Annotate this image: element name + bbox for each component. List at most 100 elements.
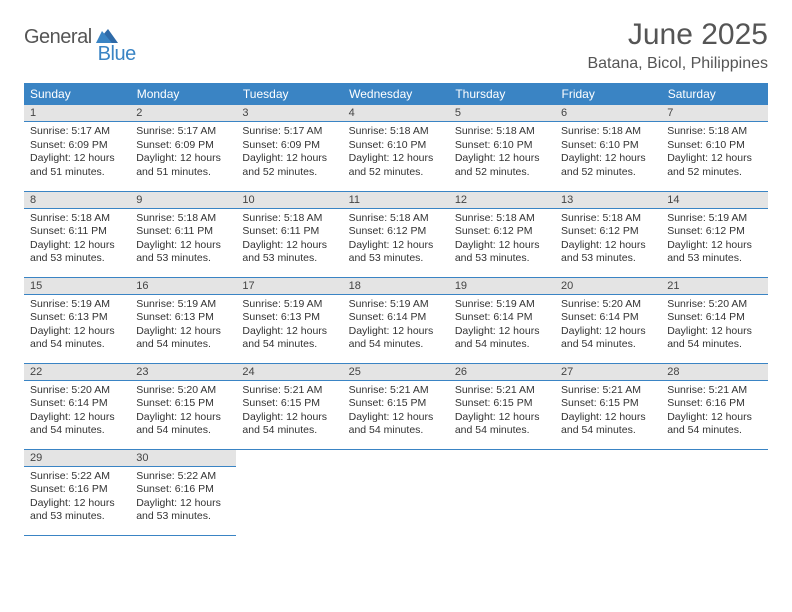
daylight-line: Daylight: 12 hours and 53 minutes. <box>136 239 230 266</box>
day-details: Sunrise: 5:17 AMSunset: 6:09 PMDaylight:… <box>24 122 130 185</box>
calendar-cell: 3Sunrise: 5:17 AMSunset: 6:09 PMDaylight… <box>236 105 342 191</box>
daylight-line: Daylight: 12 hours and 54 minutes. <box>242 325 336 352</box>
day-number: 13 <box>555 192 661 209</box>
day-details: Sunrise: 5:21 AMSunset: 6:15 PMDaylight:… <box>555 381 661 444</box>
day-details: Sunrise: 5:19 AMSunset: 6:12 PMDaylight:… <box>661 209 767 272</box>
day-details: Sunrise: 5:19 AMSunset: 6:13 PMDaylight:… <box>236 295 342 358</box>
day-details: Sunrise: 5:19 AMSunset: 6:14 PMDaylight:… <box>343 295 449 358</box>
calendar-cell <box>555 449 661 535</box>
day-details: Sunrise: 5:17 AMSunset: 6:09 PMDaylight:… <box>236 122 342 185</box>
calendar-cell: 10Sunrise: 5:18 AMSunset: 6:11 PMDayligh… <box>236 191 342 277</box>
sunrise-line: Sunrise: 5:21 AM <box>349 384 443 398</box>
daylight-line: Daylight: 12 hours and 54 minutes. <box>455 325 549 352</box>
calendar-cell: 20Sunrise: 5:20 AMSunset: 6:14 PMDayligh… <box>555 277 661 363</box>
sunrise-line: Sunrise: 5:21 AM <box>561 384 655 398</box>
day-number: 1 <box>24 105 130 122</box>
sunset-line: Sunset: 6:09 PM <box>136 139 230 153</box>
sunset-line: Sunset: 6:12 PM <box>455 225 549 239</box>
calendar-row: 22Sunrise: 5:20 AMSunset: 6:14 PMDayligh… <box>24 363 768 449</box>
calendar-body: 1Sunrise: 5:17 AMSunset: 6:09 PMDaylight… <box>24 105 768 535</box>
day-details: Sunrise: 5:20 AMSunset: 6:14 PMDaylight:… <box>661 295 767 358</box>
sunset-line: Sunset: 6:15 PM <box>349 397 443 411</box>
sunset-line: Sunset: 6:09 PM <box>242 139 336 153</box>
calendar-row: 1Sunrise: 5:17 AMSunset: 6:09 PMDaylight… <box>24 105 768 191</box>
sunrise-line: Sunrise: 5:22 AM <box>30 470 124 484</box>
sunset-line: Sunset: 6:15 PM <box>455 397 549 411</box>
sunset-line: Sunset: 6:13 PM <box>30 311 124 325</box>
daylight-line: Daylight: 12 hours and 54 minutes. <box>136 325 230 352</box>
day-details: Sunrise: 5:21 AMSunset: 6:16 PMDaylight:… <box>661 381 767 444</box>
day-details: Sunrise: 5:20 AMSunset: 6:14 PMDaylight:… <box>24 381 130 444</box>
day-details: Sunrise: 5:18 AMSunset: 6:12 PMDaylight:… <box>555 209 661 272</box>
sunset-line: Sunset: 6:16 PM <box>667 397 761 411</box>
day-details: Sunrise: 5:18 AMSunset: 6:10 PMDaylight:… <box>555 122 661 185</box>
calendar-cell: 22Sunrise: 5:20 AMSunset: 6:14 PMDayligh… <box>24 363 130 449</box>
daylight-line: Daylight: 12 hours and 53 minutes. <box>242 239 336 266</box>
sunrise-line: Sunrise: 5:20 AM <box>136 384 230 398</box>
calendar-cell: 2Sunrise: 5:17 AMSunset: 6:09 PMDaylight… <box>130 105 236 191</box>
day-number: 3 <box>236 105 342 122</box>
day-number: 12 <box>449 192 555 209</box>
sunrise-line: Sunrise: 5:19 AM <box>242 298 336 312</box>
daylight-line: Daylight: 12 hours and 54 minutes. <box>30 325 124 352</box>
sunrise-line: Sunrise: 5:20 AM <box>561 298 655 312</box>
day-number: 8 <box>24 192 130 209</box>
sunset-line: Sunset: 6:10 PM <box>349 139 443 153</box>
calendar-cell: 7Sunrise: 5:18 AMSunset: 6:10 PMDaylight… <box>661 105 767 191</box>
sunset-line: Sunset: 6:11 PM <box>136 225 230 239</box>
day-details: Sunrise: 5:21 AMSunset: 6:15 PMDaylight:… <box>343 381 449 444</box>
day-number: 26 <box>449 364 555 381</box>
day-header: Wednesday <box>343 83 449 105</box>
daylight-line: Daylight: 12 hours and 54 minutes. <box>242 411 336 438</box>
day-number: 21 <box>661 278 767 295</box>
calendar-cell <box>236 449 342 535</box>
day-details: Sunrise: 5:20 AMSunset: 6:15 PMDaylight:… <box>130 381 236 444</box>
daylight-line: Daylight: 12 hours and 53 minutes. <box>561 239 655 266</box>
sunrise-line: Sunrise: 5:17 AM <box>30 125 124 139</box>
daylight-line: Daylight: 12 hours and 54 minutes. <box>561 325 655 352</box>
day-number: 22 <box>24 364 130 381</box>
month-title: June 2025 <box>587 18 768 51</box>
calendar-row: 15Sunrise: 5:19 AMSunset: 6:13 PMDayligh… <box>24 277 768 363</box>
sunrise-line: Sunrise: 5:19 AM <box>667 212 761 226</box>
day-details: Sunrise: 5:22 AMSunset: 6:16 PMDaylight:… <box>130 467 236 530</box>
sunrise-line: Sunrise: 5:21 AM <box>242 384 336 398</box>
day-details: Sunrise: 5:18 AMSunset: 6:11 PMDaylight:… <box>24 209 130 272</box>
daylight-line: Daylight: 12 hours and 54 minutes. <box>667 411 761 438</box>
calendar-cell: 21Sunrise: 5:20 AMSunset: 6:14 PMDayligh… <box>661 277 767 363</box>
day-details: Sunrise: 5:22 AMSunset: 6:16 PMDaylight:… <box>24 467 130 530</box>
sunset-line: Sunset: 6:14 PM <box>30 397 124 411</box>
day-details: Sunrise: 5:19 AMSunset: 6:14 PMDaylight:… <box>449 295 555 358</box>
daylight-line: Daylight: 12 hours and 52 minutes. <box>242 152 336 179</box>
day-number: 14 <box>661 192 767 209</box>
sunset-line: Sunset: 6:10 PM <box>667 139 761 153</box>
day-number: 18 <box>343 278 449 295</box>
day-details: Sunrise: 5:19 AMSunset: 6:13 PMDaylight:… <box>130 295 236 358</box>
sunrise-line: Sunrise: 5:19 AM <box>349 298 443 312</box>
day-number: 24 <box>236 364 342 381</box>
day-number: 2 <box>130 105 236 122</box>
daylight-line: Daylight: 12 hours and 52 minutes. <box>349 152 443 179</box>
sunset-line: Sunset: 6:13 PM <box>242 311 336 325</box>
calendar-cell: 23Sunrise: 5:20 AMSunset: 6:15 PMDayligh… <box>130 363 236 449</box>
logo-text-blue: Blue <box>98 43 136 66</box>
day-details: Sunrise: 5:20 AMSunset: 6:14 PMDaylight:… <box>555 295 661 358</box>
sunrise-line: Sunrise: 5:18 AM <box>30 212 124 226</box>
day-number: 4 <box>343 105 449 122</box>
day-number: 20 <box>555 278 661 295</box>
calendar-cell: 26Sunrise: 5:21 AMSunset: 6:15 PMDayligh… <box>449 363 555 449</box>
day-number: 29 <box>24 450 130 467</box>
sunset-line: Sunset: 6:15 PM <box>561 397 655 411</box>
daylight-line: Daylight: 12 hours and 53 minutes. <box>30 239 124 266</box>
day-details: Sunrise: 5:18 AMSunset: 6:12 PMDaylight:… <box>449 209 555 272</box>
calendar-cell: 29Sunrise: 5:22 AMSunset: 6:16 PMDayligh… <box>24 449 130 535</box>
day-header: Friday <box>555 83 661 105</box>
sunrise-line: Sunrise: 5:18 AM <box>242 212 336 226</box>
daylight-line: Daylight: 12 hours and 54 minutes. <box>30 411 124 438</box>
sunrise-line: Sunrise: 5:19 AM <box>455 298 549 312</box>
sunrise-line: Sunrise: 5:17 AM <box>136 125 230 139</box>
day-header: Thursday <box>449 83 555 105</box>
sunrise-line: Sunrise: 5:17 AM <box>242 125 336 139</box>
sunrise-line: Sunrise: 5:21 AM <box>667 384 761 398</box>
sunset-line: Sunset: 6:16 PM <box>30 483 124 497</box>
